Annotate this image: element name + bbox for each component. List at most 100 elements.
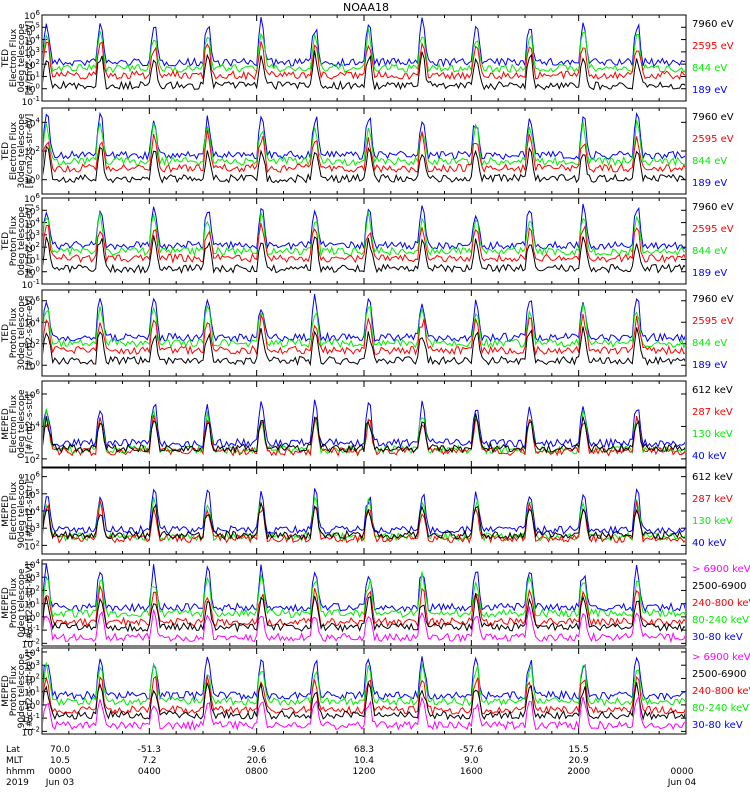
- footer-mlt: 10.4: [354, 756, 374, 766]
- y-tick-label: 101: [24, 253, 40, 266]
- y-tick-label: 105: [24, 21, 40, 34]
- trace-green: [43, 662, 685, 707]
- legend-entry: 2500-6900: [692, 669, 747, 680]
- footer-mlt: 10.5: [50, 756, 70, 766]
- y-tick-label: 104: [24, 217, 40, 230]
- y-tick-label: 106: [24, 192, 40, 205]
- y-axis-label-line: [#/cm2-s-str-eV]: [25, 296, 35, 371]
- y-axis-label-line: Proton Flux: [9, 577, 19, 628]
- trace-blue: [43, 399, 685, 449]
- trace-red: [43, 500, 685, 545]
- trace-red: [43, 313, 685, 356]
- legend-entry: 7960 eV: [692, 202, 734, 213]
- y-axis-label-line: TED: [1, 232, 11, 251]
- legend-entry: 2595 eV: [692, 316, 734, 327]
- footer-hhmm: 0000: [671, 767, 694, 777]
- y-tick-label: 10-1: [22, 278, 40, 291]
- y-axis-label-line: [#/cm2-s-str]: [25, 394, 35, 454]
- trace-black: [43, 413, 685, 454]
- y-tick-label: 102: [24, 453, 40, 466]
- y-tick-label: 102: [24, 338, 40, 351]
- legend-entry: 130 keV: [692, 516, 733, 527]
- footer-row-label: Lat: [6, 745, 21, 755]
- figure-title: NOAA18: [343, 1, 389, 14]
- y-axis-label-line: MEPED: [1, 408, 11, 440]
- y-tick-label: 104: [24, 420, 40, 433]
- legend-entry: 844 eV: [692, 156, 727, 167]
- trace-black: [43, 681, 685, 721]
- y-tick-label: 100: [24, 611, 40, 624]
- trace-black: [43, 326, 685, 367]
- legend-entry: 844 eV: [692, 63, 727, 74]
- panel-traces: [43, 203, 685, 275]
- footer-hhmm: 0800: [245, 767, 268, 777]
- trace-green: [43, 210, 685, 257]
- legend-entry: 2595 eV: [692, 224, 734, 235]
- panel-traces: [43, 16, 685, 91]
- legend-entry: 287 keV: [692, 407, 733, 418]
- y-axis-label-line: Electron Flux: [9, 121, 19, 180]
- trace-red: [43, 41, 685, 81]
- y-axis-label-line: Electron Flux: [9, 481, 19, 540]
- trace-magenta: [43, 695, 685, 731]
- legend-entry: 7960 eV: [692, 19, 734, 30]
- footer-lat: -9.6: [248, 745, 266, 755]
- legend-entry: 7960 eV: [692, 112, 734, 123]
- trace-green: [43, 27, 685, 74]
- y-tick-label: 103: [24, 522, 40, 535]
- footer-date: Jun 04: [667, 778, 697, 788]
- y-axis-label-line: [#/cm2-s-str-keV]: [25, 651, 35, 730]
- y-axis-label-line: MEPED: [1, 675, 11, 707]
- legend-entry: 30-80 keV: [692, 720, 743, 731]
- panel-traces: [43, 563, 685, 644]
- y-axis-label-line: [#/cm2-s-str-eV]: [25, 114, 35, 189]
- y-axis-label-line: 0deg telescope: [17, 206, 27, 276]
- y-axis-label-line: 30deg telescope: [17, 295, 27, 370]
- y-tick-label: 104: [24, 316, 40, 329]
- legend-entry: 844 eV: [692, 338, 727, 349]
- y-axis-label-line: TED: [1, 324, 11, 343]
- y-tick-label: 103: [24, 229, 40, 242]
- legend-entry: 189 eV: [692, 85, 727, 96]
- footer-lat: -57.6: [460, 745, 484, 755]
- y-tick-label: 106: [24, 9, 40, 22]
- trace-red: [43, 223, 685, 264]
- legend-entry: 2595 eV: [692, 41, 734, 52]
- y-tick-label: 100: [24, 174, 40, 187]
- footer-hhmm: 2000: [567, 767, 590, 777]
- y-axis-label-line: Electron Flux: [9, 394, 19, 453]
- footer-hhmm: 1600: [460, 767, 483, 777]
- y-axis-label-line: 90deg telescope: [17, 473, 27, 548]
- legend-entry: 7960 eV: [692, 294, 734, 305]
- y-tick-label: 100: [24, 359, 40, 372]
- footer-mlt: 9.0: [464, 756, 479, 766]
- y-axis-label-line: MEPED: [1, 587, 11, 619]
- y-tick-label: 10-1: [22, 624, 40, 637]
- trace-black: [43, 235, 685, 275]
- legend-entry: > 6900 keV: [692, 564, 750, 575]
- y-tick-label: 106: [24, 388, 40, 401]
- footer-lat: 15.5: [569, 745, 589, 755]
- y-axis-label-line: TED: [1, 142, 11, 161]
- legend-entry: 189 eV: [692, 360, 727, 371]
- footer-row-label: 2019: [6, 778, 29, 788]
- y-tick-label: 103: [24, 571, 40, 584]
- footer-mlt: 7.2: [142, 756, 156, 766]
- y-tick-label: 104: [24, 34, 40, 47]
- y-tick-label: 102: [24, 241, 40, 254]
- y-tick-label: 101: [24, 598, 40, 611]
- legend-entry: 2500-6900: [692, 581, 747, 592]
- y-tick-label: 10-2: [22, 637, 40, 650]
- trace-blue: [43, 203, 685, 251]
- panel-traces: [43, 111, 685, 184]
- y-tick-label: 103: [24, 659, 40, 672]
- legend-entry: 612 keV: [692, 385, 733, 396]
- y-axis-label-line: Electron Flux: [9, 28, 19, 87]
- legend-entry: 130 keV: [692, 429, 733, 440]
